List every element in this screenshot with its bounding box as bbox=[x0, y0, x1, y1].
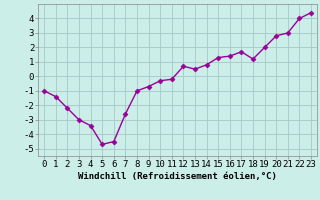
X-axis label: Windchill (Refroidissement éolien,°C): Windchill (Refroidissement éolien,°C) bbox=[78, 172, 277, 181]
